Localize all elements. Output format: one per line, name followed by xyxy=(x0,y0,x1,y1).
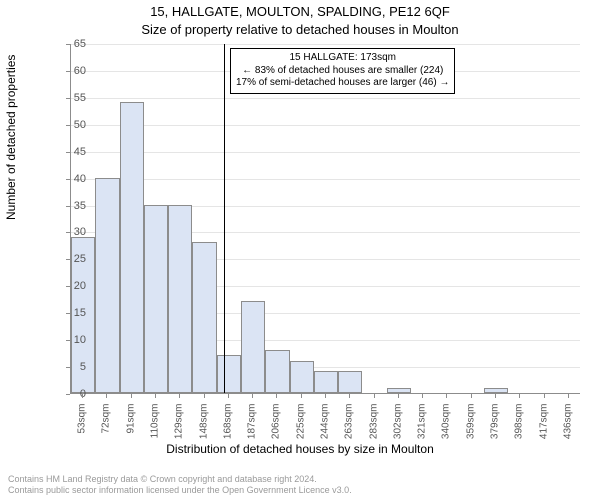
x-tick-mark xyxy=(252,394,253,398)
x-tick-label: 283sqm xyxy=(368,404,379,454)
footer-attribution: Contains HM Land Registry data © Crown c… xyxy=(8,474,352,496)
histogram-bar xyxy=(95,178,119,393)
gridline xyxy=(71,44,580,45)
marker-line xyxy=(224,44,225,393)
x-tick-label: 340sqm xyxy=(441,404,452,454)
histogram-bar xyxy=(192,242,216,393)
callout-line: 15 HALLGATE: 173sqm xyxy=(236,52,449,65)
chart-title: 15, HALLGATE, MOULTON, SPALDING, PE12 6Q… xyxy=(0,4,600,19)
x-tick-mark xyxy=(131,394,132,398)
x-tick-label: 129sqm xyxy=(174,404,185,454)
y-tick-mark xyxy=(66,206,70,207)
x-tick-mark xyxy=(422,394,423,398)
x-tick-label: 379sqm xyxy=(490,404,501,454)
histogram-bar xyxy=(120,102,144,393)
x-tick-label: 110sqm xyxy=(150,404,161,454)
y-tick-mark xyxy=(66,98,70,99)
plot-area: 15 HALLGATE: 173sqm← 83% of detached hou… xyxy=(70,44,580,394)
gridline xyxy=(71,179,580,180)
x-tick-label: 187sqm xyxy=(247,404,258,454)
x-tick-mark xyxy=(325,394,326,398)
chart-subtitle: Size of property relative to detached ho… xyxy=(0,22,600,37)
y-tick-mark xyxy=(66,286,70,287)
x-tick-label: 321sqm xyxy=(417,404,428,454)
x-tick-mark xyxy=(155,394,156,398)
x-tick-mark xyxy=(179,394,180,398)
x-tick-label: 168sqm xyxy=(222,404,233,454)
x-tick-label: 72sqm xyxy=(101,404,112,454)
x-tick-label: 263sqm xyxy=(344,404,355,454)
histogram-bar xyxy=(144,205,168,393)
x-tick-label: 91sqm xyxy=(125,404,136,454)
histogram-bar xyxy=(290,361,314,393)
histogram-bar xyxy=(217,355,241,393)
x-tick-mark xyxy=(301,394,302,398)
x-tick-mark xyxy=(471,394,472,398)
x-tick-label: 225sqm xyxy=(295,404,306,454)
y-tick-mark xyxy=(66,259,70,260)
x-tick-mark xyxy=(82,394,83,398)
y-tick-mark xyxy=(66,367,70,368)
y-tick-mark xyxy=(66,232,70,233)
x-tick-mark xyxy=(106,394,107,398)
gridline xyxy=(71,98,580,99)
callout-line: 17% of semi-detached houses are larger (… xyxy=(236,77,449,90)
histogram-bar xyxy=(387,388,411,393)
y-tick-mark xyxy=(66,71,70,72)
x-tick-label: 148sqm xyxy=(198,404,209,454)
histogram-bar xyxy=(484,388,508,393)
x-tick-mark xyxy=(568,394,569,398)
x-tick-mark xyxy=(204,394,205,398)
y-tick-mark xyxy=(66,125,70,126)
histogram-bar xyxy=(168,205,192,393)
footer-line-1: Contains HM Land Registry data © Crown c… xyxy=(8,474,352,485)
histogram-bar xyxy=(241,301,265,393)
x-tick-mark xyxy=(495,394,496,398)
x-tick-mark xyxy=(276,394,277,398)
x-tick-label: 206sqm xyxy=(271,404,282,454)
x-tick-mark xyxy=(446,394,447,398)
gridline xyxy=(71,152,580,153)
x-tick-mark xyxy=(374,394,375,398)
callout-box: 15 HALLGATE: 173sqm← 83% of detached hou… xyxy=(230,48,455,94)
x-tick-mark xyxy=(544,394,545,398)
histogram-bar xyxy=(338,371,362,393)
y-tick-mark xyxy=(66,340,70,341)
y-tick-mark xyxy=(66,152,70,153)
y-tick-mark xyxy=(66,44,70,45)
x-tick-label: 359sqm xyxy=(465,404,476,454)
x-tick-mark xyxy=(349,394,350,398)
x-tick-mark xyxy=(519,394,520,398)
x-tick-label: 436sqm xyxy=(562,404,573,454)
x-tick-mark xyxy=(398,394,399,398)
gridline xyxy=(71,125,580,126)
histogram-bar xyxy=(265,350,289,393)
y-tick-mark xyxy=(66,313,70,314)
x-tick-label: 398sqm xyxy=(514,404,525,454)
x-tick-label: 244sqm xyxy=(320,404,331,454)
x-tick-label: 417sqm xyxy=(538,404,549,454)
x-tick-label: 53sqm xyxy=(77,404,88,454)
x-tick-mark xyxy=(228,394,229,398)
x-tick-label: 302sqm xyxy=(392,404,403,454)
y-axis-label: Number of detached properties xyxy=(4,55,18,220)
y-tick-mark xyxy=(66,394,70,395)
footer-line-2: Contains public sector information licen… xyxy=(8,485,352,496)
callout-line: ← 83% of detached houses are smaller (22… xyxy=(236,65,449,78)
y-tick-mark xyxy=(66,179,70,180)
histogram-bar xyxy=(314,371,338,393)
